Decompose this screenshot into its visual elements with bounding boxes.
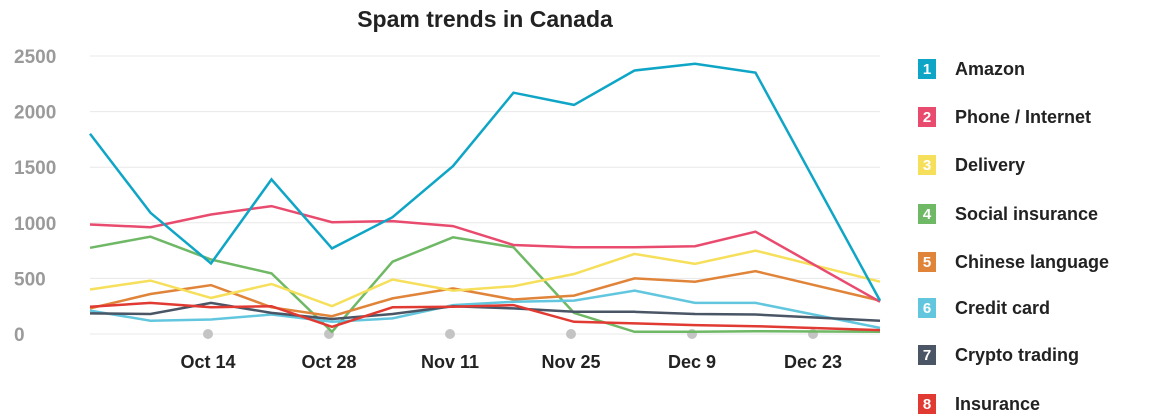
legend-label: Credit card: [955, 297, 1051, 318]
legend-item: 6 Credit card: [918, 297, 1050, 319]
series-line-social-insurance: [89, 235, 881, 334]
series-line-delivery: [89, 249, 881, 308]
y-tick-label: 2000: [14, 103, 56, 124]
x-tick-marker: [566, 329, 576, 339]
legend-label: Amazon: [955, 58, 1026, 79]
series-lines: [89, 62, 882, 334]
legend-label: Insurance: [955, 393, 1041, 414]
x-tick-label: Oct 14: [180, 352, 235, 372]
legend-item: 7 Crypto trading: [918, 344, 1079, 366]
legend-number-badge: 7: [918, 345, 936, 365]
legend-item: 2 Phone / Internet: [918, 106, 1091, 128]
legend-number-badge: 8: [918, 394, 936, 414]
x-tick-marker: [203, 329, 213, 339]
series-line-chinese-language: [89, 269, 881, 318]
legend-label: Chinese language: [955, 251, 1110, 272]
legend-item: 8 Insurance: [918, 393, 1040, 415]
legend-item: 1 Amazon: [918, 58, 1025, 80]
y-axis: 0 500 1000 1500 2000 2500: [14, 47, 56, 346]
legend-item: 4 Social insurance: [918, 203, 1098, 225]
y-tick-label: 0: [14, 325, 25, 346]
legend-item: 5 Chinese language: [918, 251, 1109, 273]
legend-number-badge: 2: [918, 107, 936, 127]
legend: 1 Amazon 2 Phone / Internet 3 Delivery 4 Social…: [918, 0, 1156, 417]
series-line-insurance: [89, 301, 881, 332]
x-axis: Oct 14 Oct 28 Nov 11 Nov 25 Dec 9 Dec 23: [180, 352, 842, 372]
x-tick-label: Nov 11: [421, 352, 479, 372]
legend-number-badge: 6: [918, 298, 936, 318]
legend-item: 3 Delivery: [918, 154, 1025, 176]
legend-number-badge: 3: [918, 155, 936, 175]
legend-number-badge: 4: [918, 204, 936, 224]
legend-number-badge: 5: [918, 252, 936, 272]
legend-label: Social insurance: [955, 203, 1099, 224]
y-tick-label: 500: [14, 269, 46, 290]
series-line-amazon: [89, 62, 882, 302]
y-tick-label: 2500: [14, 47, 56, 68]
x-tick-label: Nov 25: [541, 352, 600, 372]
x-tick-marker: [445, 329, 455, 339]
x-tick-label: Oct 28: [301, 352, 356, 372]
x-tick-marker: [687, 329, 697, 339]
x-tick-label: Dec 23: [784, 352, 842, 372]
legend-label: Crypto trading: [955, 344, 1079, 365]
legend-label: Phone / Internet: [955, 106, 1092, 127]
x-tick-label: Dec 9: [668, 352, 716, 372]
y-tick-label: 1500: [14, 158, 56, 179]
line-chart: 0 500 1000 1500 2000 2500 Oct 14 Oct 28 Nov 11 N…: [14, 47, 882, 372]
series-line-phone-internet: [89, 204, 881, 303]
legend-label: Delivery: [955, 154, 1026, 175]
gridlines: [90, 55, 880, 335]
chart-title: Spam trends in Canada: [357, 6, 613, 32]
legend-number-badge: 1: [918, 59, 936, 79]
y-tick-label: 1000: [14, 214, 56, 235]
